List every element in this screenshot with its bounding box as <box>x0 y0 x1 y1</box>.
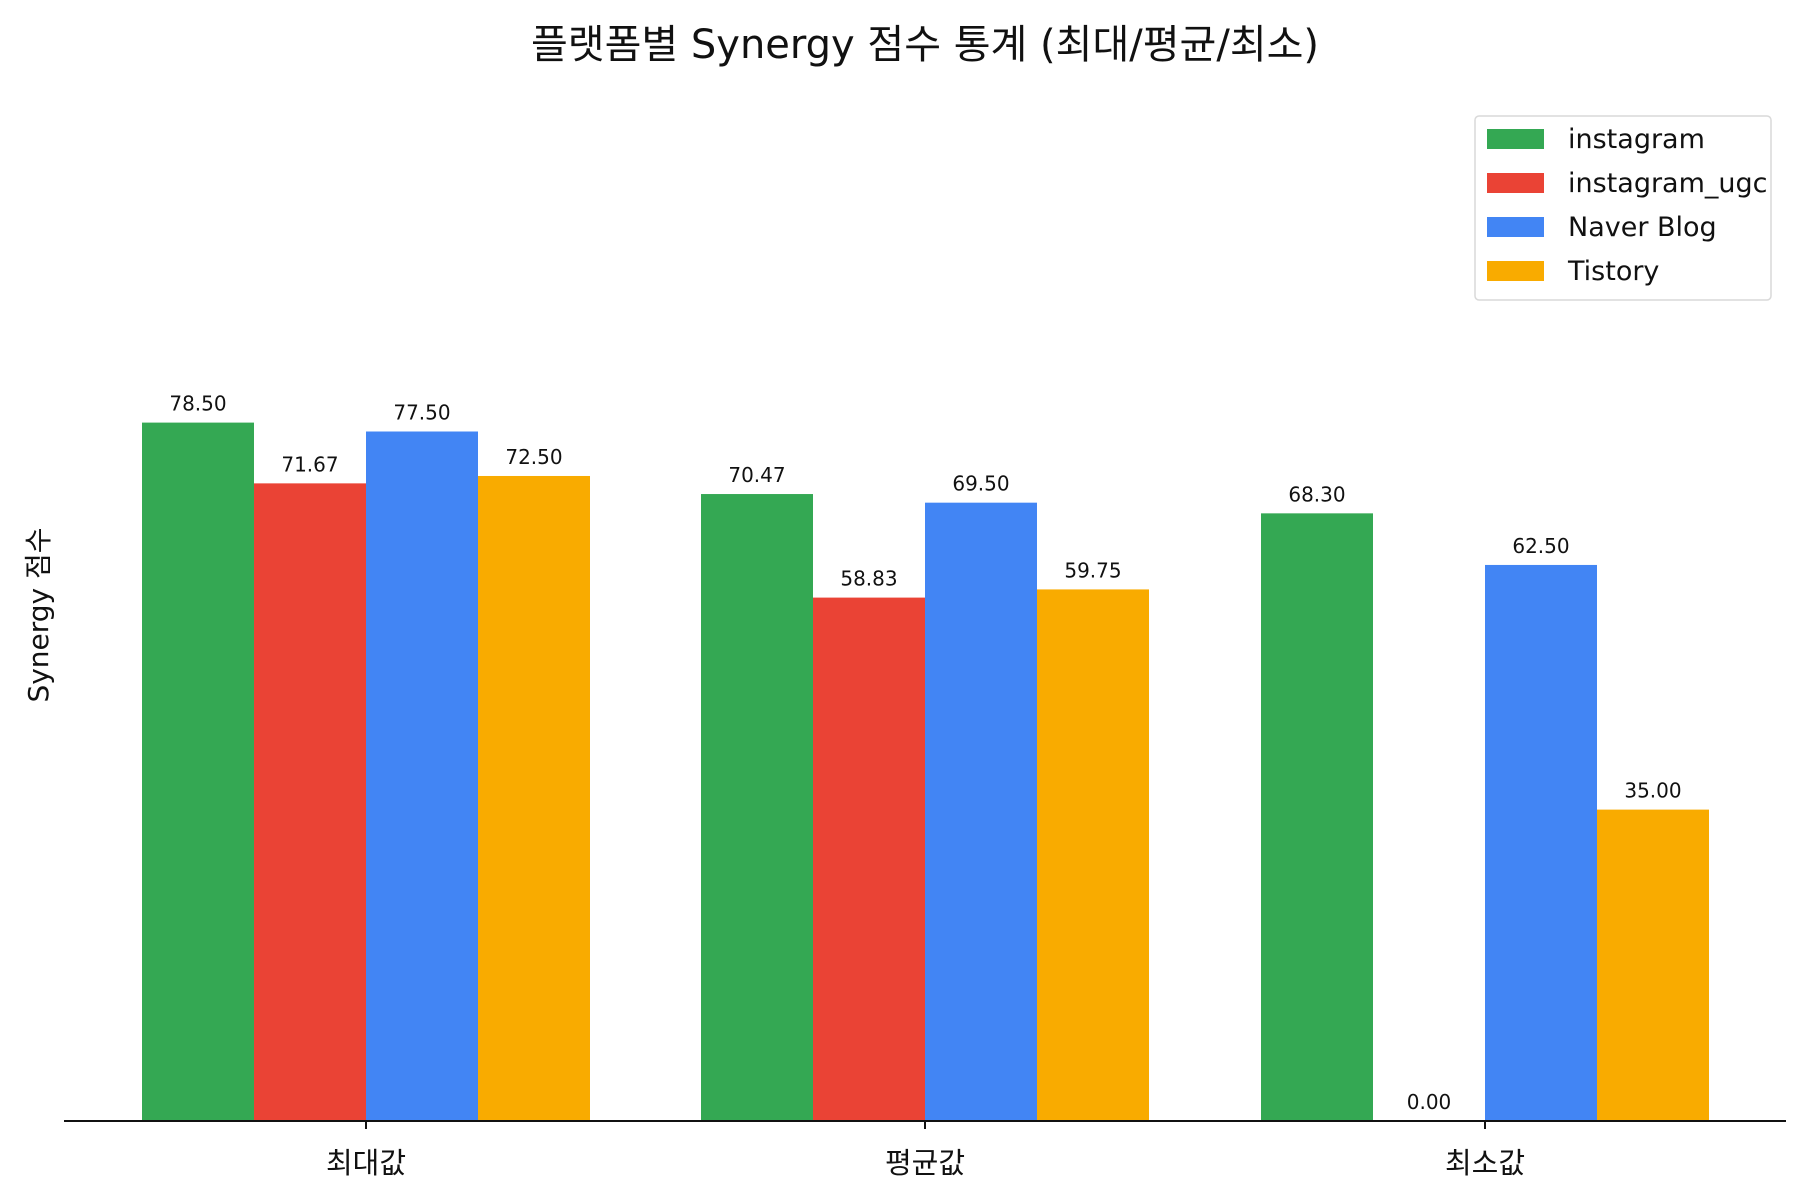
x-tick-label-3: 최소값 <box>1445 1146 1525 1180</box>
bar-instagram-1 <box>142 422 254 1121</box>
legend-swatch-tistory <box>1487 261 1544 281</box>
bars-group <box>142 422 1709 1122</box>
bar-tistory-1 <box>478 475 590 1121</box>
chart-title: 플랫폼별 Synergy 점수 통계 (최대/평균/최소) <box>531 22 1319 68</box>
legend-box <box>1474 115 1772 301</box>
legend-swatch-naver-blog <box>1487 217 1544 237</box>
legend-label-tistory: Tistory <box>1567 256 1659 287</box>
bar-naver-blog-2 <box>925 502 1037 1121</box>
x-tick-label-1: 최대값 <box>326 1146 406 1180</box>
bar-tistory-3 <box>1597 809 1709 1121</box>
data-label-instagram-3: 68.30 <box>1288 482 1345 506</box>
y-axis-label: Synergy 점수 <box>22 527 55 702</box>
legend: instagram instagram_ugc Naver Blog Tistory <box>1474 115 1772 301</box>
data-label-instagram-ugc-3: 0.00 <box>1407 1090 1452 1114</box>
bar-instagram-ugc-2 <box>813 597 925 1121</box>
data-label-instagram-2: 70.47 <box>728 463 785 487</box>
legend-label-instagram: instagram <box>1568 124 1705 155</box>
data-label-naver-blog-2: 69.50 <box>952 472 1009 496</box>
bar-instagram-3 <box>1261 513 1373 1121</box>
data-label-instagram-ugc-1: 71.67 <box>281 452 338 476</box>
data-label-tistory-1: 72.50 <box>505 445 562 469</box>
bar-naver-blog-3 <box>1485 564 1597 1121</box>
legend-label-instagram-ugc: instagram_ugc <box>1568 168 1768 199</box>
legend-swatch-instagram-ugc <box>1487 173 1544 193</box>
legend-swatch-instagram <box>1487 129 1544 149</box>
bar-instagram-2 <box>701 494 813 1121</box>
data-label-tistory-3: 35.00 <box>1624 779 1681 803</box>
bar-naver-blog-1 <box>366 431 478 1121</box>
data-labels-group: 78.50 71.67 77.50 72.50 70.47 58.83 69.50 59.75… <box>169 392 1681 1114</box>
data-label-instagram-ugc-2: 58.83 <box>840 567 897 591</box>
data-label-tistory-2: 59.75 <box>1064 558 1121 582</box>
bar-instagram-ugc-1 <box>254 483 366 1122</box>
bar-tistory-2 <box>1037 589 1149 1121</box>
data-label-instagram-1: 78.50 <box>169 392 226 416</box>
data-label-naver-blog-1: 77.50 <box>393 400 450 424</box>
data-label-naver-blog-3: 62.50 <box>1512 534 1569 558</box>
x-axis: 최대값 평균값 최소값 <box>64 1120 1786 1180</box>
x-tick-label-2: 평균값 <box>885 1146 965 1180</box>
legend-label-naver-blog: Naver Blog <box>1568 212 1717 243</box>
